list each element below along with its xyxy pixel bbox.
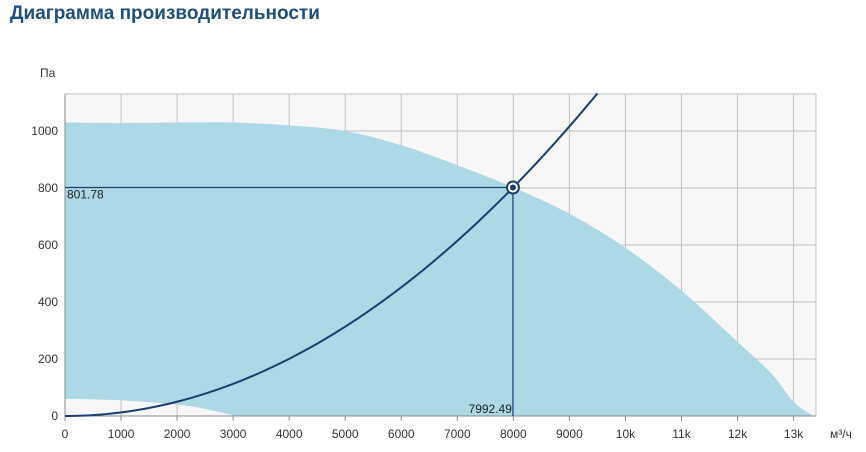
- y-tick-label: 800: [38, 181, 58, 195]
- x-tick-label: 12k: [728, 427, 748, 441]
- y-tick-label: 600: [38, 238, 58, 252]
- operating-point-group: 801.78 7992.49: [65, 180, 520, 416]
- y-tick-label: 0: [51, 409, 58, 423]
- x-tick-label: 5000: [332, 427, 359, 441]
- y-axis-title: Па: [40, 66, 56, 80]
- x-tick-label: 1000: [108, 427, 135, 441]
- y-tick-label: 400: [38, 295, 58, 309]
- x-tick-label: 11k: [672, 427, 691, 441]
- operating-point-x-label: 7992.49: [469, 402, 513, 416]
- x-tick-label: 9000: [556, 427, 583, 441]
- working-area-shape: [65, 122, 814, 416]
- y-tick-label: 1000: [31, 124, 58, 138]
- working-area: [65, 122, 814, 416]
- x-tick-label: 7000: [444, 427, 471, 441]
- x-tick-label: 8000: [500, 427, 527, 441]
- chart-title: Диаграмма производительности: [10, 3, 320, 24]
- tick-labels: 0 1000 2000 3000 4000 5000 6000 7000 8000 9000 10k…: [31, 66, 852, 441]
- axes: [64, 94, 816, 421]
- x-tick-label: 10k: [616, 427, 636, 441]
- operating-point-dot: [509, 184, 516, 191]
- y-tick-label: 200: [38, 352, 58, 366]
- x-tick-label: 6000: [388, 427, 415, 441]
- x-tick-label: 4000: [276, 427, 303, 441]
- x-tick-label: 2000: [164, 427, 191, 441]
- x-axis-title: м³/ч: [830, 427, 852, 441]
- x-tick-label: 0: [62, 427, 69, 441]
- operating-point-y-label: 801.78: [67, 188, 104, 202]
- x-tick-label: 3000: [220, 427, 247, 441]
- x-tick-label: 13k: [784, 427, 804, 441]
